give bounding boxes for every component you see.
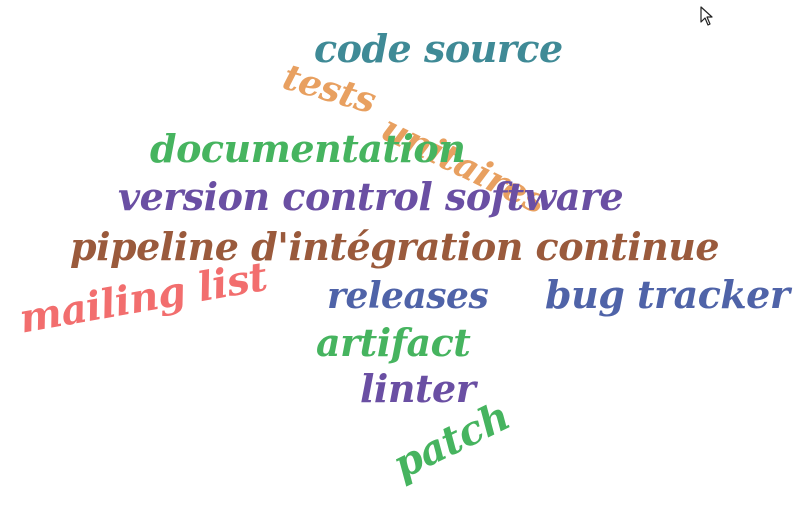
word-artifact: artifact [316,320,471,365]
word-documentation: documentation [150,126,466,171]
word-mailing-list: mailing list [15,252,271,343]
word-code-source: code source [314,26,563,71]
word-version-control-software: version control software [118,174,624,219]
mouse-pointer-icon [700,6,713,26]
word-releases: releases [327,275,489,317]
word-bug-tracker: bug tracker [545,272,790,317]
word-linter: linter [360,366,476,411]
word-pipeline-integration-continue: pipeline d'intégration continue [70,224,720,269]
